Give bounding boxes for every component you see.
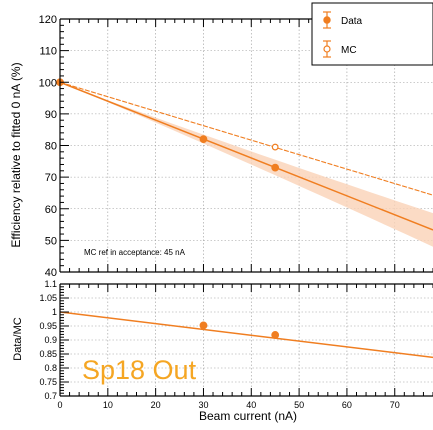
x-axis-title: Beam current (nA) <box>199 409 297 423</box>
legend-mc-marker <box>323 45 331 53</box>
y-tick-label: 120 <box>39 14 57 26</box>
mc-point <box>271 143 279 151</box>
y-tick-label: 1.1 <box>44 279 57 289</box>
y-tick-label: 110 <box>39 46 57 58</box>
top-band <box>60 82 433 247</box>
y-tick-label: 90 <box>45 109 57 121</box>
y-tick-label: 0.75 <box>39 377 57 387</box>
x-tick-label: 0 <box>57 400 62 410</box>
x-tick-label: 60 <box>342 400 352 410</box>
bottom-panel: 0 10 20 30 40 50 60 70 0.7 0.75 0.8 0.85 0.9 0.95 1 1.0… <box>12 279 433 423</box>
fit-uncertainty-band <box>60 82 433 247</box>
data-point <box>271 163 280 172</box>
data-fit-line <box>59 81 433 231</box>
mc-ref-annotation: MC ref in acceptance: 45 nA <box>84 248 186 257</box>
y-tick-label: 70 <box>45 172 57 184</box>
ratio-point <box>199 321 208 330</box>
x-tick-label: 50 <box>294 400 304 410</box>
ratio-point <box>271 331 280 339</box>
bottom-fits <box>59 311 433 359</box>
y-tick-label: 0.7 <box>44 391 57 401</box>
x-tick-label: 40 <box>246 400 256 410</box>
legend: Data MC <box>311 2 433 66</box>
top-ticks: 40 50 60 70 80 90 100 110 120 <box>39 14 433 279</box>
x-tick-label: 30 <box>198 400 208 410</box>
legend-data-marker <box>323 16 331 24</box>
bottom-ticks: 0 10 20 30 40 50 60 70 0.7 0.75 0.8 0.85 0.9 0.95 1 1.0… <box>39 279 433 410</box>
bottom-points <box>199 321 280 339</box>
y-axis-title-bottom: Data/MC <box>12 317 24 360</box>
y-tick-label: 1.05 <box>39 293 57 303</box>
y-tick-label: 50 <box>45 235 57 247</box>
x-tick-label: 70 <box>390 400 400 410</box>
y-axis-title-top: Efficiency relative to fitted 0 nA (%) <box>9 62 23 247</box>
legend-label-mc: MC <box>341 45 357 56</box>
y-tick-label: 100 <box>39 77 57 89</box>
y-tick-label: 80 <box>45 141 57 153</box>
y-tick-label: 1 <box>52 307 57 317</box>
x-tick-label: 20 <box>151 400 161 410</box>
bottom-grid <box>60 284 433 396</box>
y-tick-label: 0.8 <box>44 363 57 373</box>
legend-box <box>311 2 433 66</box>
top-panel: 40 50 60 70 80 90 100 110 120 Efficiency relativ… <box>9 2 433 279</box>
x-tick-label: 10 <box>103 400 113 410</box>
dataset-label: Sp18 Out <box>82 355 197 385</box>
y-tick-label: 60 <box>45 204 57 216</box>
top-fits <box>59 81 433 231</box>
mc-fit-line <box>59 81 433 196</box>
ratio-fit-line <box>59 311 433 359</box>
y-tick-label: 40 <box>45 267 57 279</box>
legend-label-data: Data <box>341 16 363 27</box>
y-tick-label: 0.9 <box>44 335 57 345</box>
data-point <box>199 135 208 144</box>
y-tick-label: 0.85 <box>39 349 57 359</box>
y-tick-label: 0.95 <box>39 321 57 331</box>
